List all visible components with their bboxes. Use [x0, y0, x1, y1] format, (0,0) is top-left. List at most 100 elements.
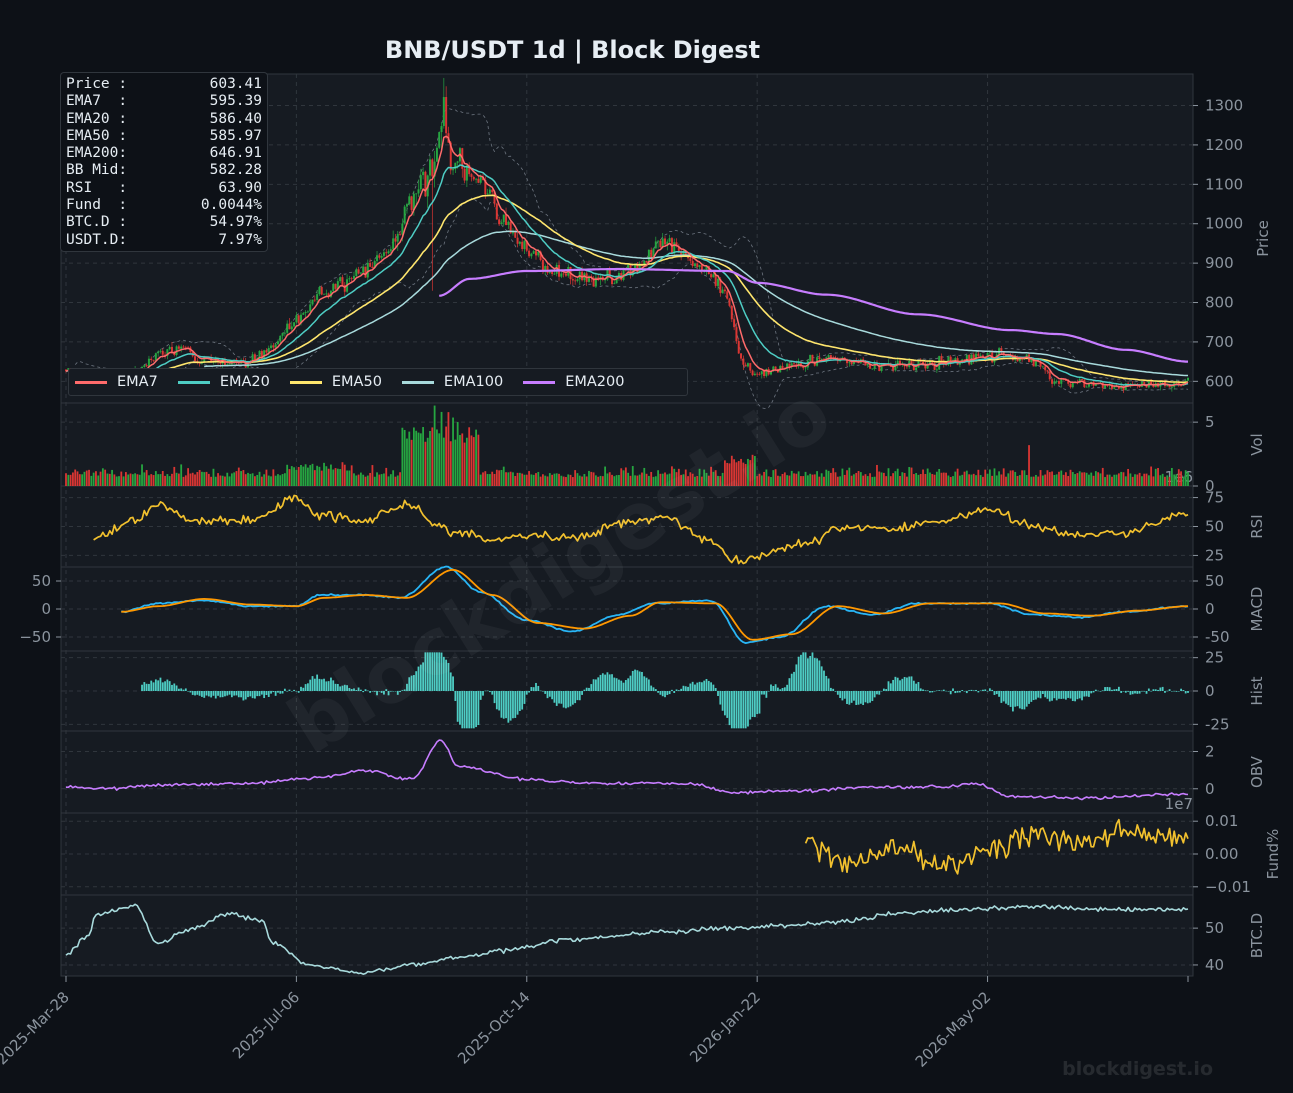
y-tick-label: 5	[1205, 413, 1215, 431]
histogram-bar	[922, 689, 924, 691]
histogram-bar	[445, 659, 448, 691]
volume-bar	[1081, 472, 1083, 486]
candle-body	[359, 272, 362, 274]
histogram-bar	[228, 691, 231, 695]
volume-bar	[113, 474, 116, 486]
histogram-bar	[963, 690, 966, 692]
candle-body	[177, 346, 180, 349]
candle-body	[339, 277, 342, 282]
volume-bar	[832, 468, 835, 486]
histogram-bar	[1048, 691, 1051, 702]
histogram-bar	[551, 691, 554, 700]
histogram-bar	[864, 691, 867, 703]
candle-body	[617, 273, 620, 276]
histogram-bar	[512, 691, 514, 719]
candle-body	[1025, 354, 1028, 358]
histogram-bar	[1124, 691, 1127, 693]
histogram-bar	[1143, 691, 1146, 692]
candle-body	[650, 249, 653, 259]
volume-bar	[297, 467, 300, 486]
volume-bar	[502, 466, 505, 486]
volume-bar	[924, 473, 927, 486]
candle-body	[1039, 361, 1042, 367]
histogram-bar	[1173, 690, 1176, 692]
volume-bar	[270, 476, 272, 486]
histogram-bar	[802, 652, 805, 691]
volume-bar	[972, 473, 975, 486]
histogram-bar	[518, 691, 521, 711]
volume-bar	[76, 471, 79, 486]
volume-bar	[1131, 476, 1134, 486]
histogram-bar	[267, 691, 270, 697]
histogram-bar	[1060, 691, 1063, 699]
volume-bar	[90, 475, 93, 486]
candle-body	[318, 287, 321, 295]
candle-body	[1048, 371, 1051, 380]
readout-row: BTC.D : 54.97%	[66, 214, 262, 231]
histogram-bar	[585, 687, 588, 691]
candle-body	[790, 363, 793, 368]
histogram-bar	[765, 691, 768, 698]
volume-bar	[122, 476, 125, 486]
volume-bar	[558, 473, 560, 486]
volume-bar	[659, 473, 662, 486]
candle-body	[1087, 382, 1090, 387]
candle-body	[749, 363, 752, 371]
volume-bar	[272, 469, 275, 486]
candle-body	[539, 251, 542, 261]
volume-bar	[313, 470, 316, 486]
histogram-bar	[489, 691, 491, 693]
readout-label: EMA7 :	[66, 93, 128, 110]
histogram-bar	[783, 687, 786, 691]
volume-bar	[412, 427, 415, 486]
candle-body	[376, 255, 379, 262]
histogram-bar	[611, 674, 613, 691]
volume-bar	[714, 470, 717, 486]
volume-bar	[737, 461, 740, 486]
volume-bar	[774, 469, 777, 486]
candle-body	[1145, 385, 1148, 388]
candle-body	[454, 162, 457, 170]
histogram-bar	[350, 689, 353, 691]
histogram-bar	[887, 681, 890, 691]
volume-bar	[330, 464, 332, 486]
volume-bar	[615, 475, 618, 486]
volume-bar	[657, 470, 660, 486]
candle-body	[1085, 386, 1088, 388]
histogram-bar	[479, 691, 482, 700]
histogram-bar	[295, 691, 298, 692]
volume-bar	[574, 470, 577, 486]
candle-body	[159, 350, 162, 352]
candle-body	[475, 178, 478, 180]
histogram-bar	[376, 691, 378, 696]
histogram-bar	[717, 691, 719, 696]
volume-bar	[279, 475, 282, 486]
volume-bar	[871, 476, 874, 486]
candle-body	[1004, 355, 1007, 357]
volume-bar	[1124, 476, 1127, 486]
histogram-bar	[578, 691, 581, 701]
histogram-bar	[654, 689, 657, 691]
histogram-bar	[724, 691, 726, 716]
volume-bar	[159, 474, 162, 486]
candle-body	[763, 371, 766, 377]
volume-bar	[952, 476, 954, 486]
candle-body	[253, 354, 256, 360]
volume-bar	[975, 475, 977, 486]
histogram-bar	[594, 679, 597, 691]
histogram-bar	[1064, 691, 1067, 700]
histogram-bar	[286, 691, 289, 692]
histogram-bar	[180, 688, 183, 691]
volume-bar	[876, 464, 878, 486]
histogram-bar	[1177, 691, 1180, 692]
histogram-bar	[698, 681, 701, 691]
histogram-bar	[161, 682, 164, 691]
histogram-bar	[221, 691, 224, 698]
histogram-bar	[348, 687, 351, 691]
volume-bar	[1143, 473, 1146, 486]
histogram-bar	[159, 677, 162, 691]
volume-bar	[389, 474, 392, 486]
histogram-bar	[548, 691, 551, 697]
histogram-bar	[903, 676, 906, 691]
bollinger-lower	[74, 197, 1189, 409]
